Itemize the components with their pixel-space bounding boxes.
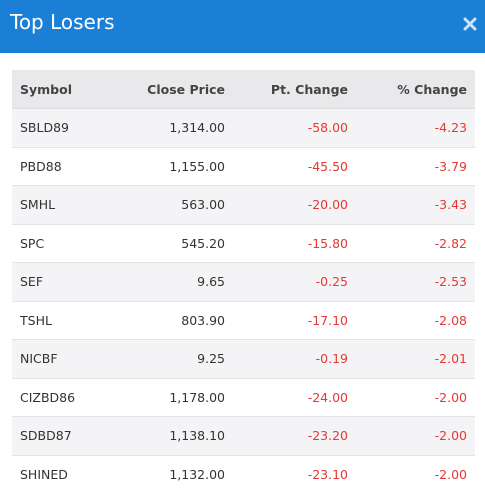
- column-header: Close Price: [112, 70, 233, 109]
- table-cell: -23.10: [233, 455, 356, 493]
- table-cell: SEF: [12, 262, 112, 302]
- table-cell: -58.00: [233, 108, 356, 148]
- table-cell: 1,132.00: [112, 455, 233, 493]
- table-row: SHINED 1,132.00 -23.10 -2.00: [12, 455, 475, 493]
- table-cell: SBLD89: [12, 108, 112, 148]
- table-cell: -2.00: [356, 455, 475, 493]
- table-cell: -3.43: [356, 185, 475, 225]
- table-row: CIZBD86 1,178.00 -24.00 -2.00: [12, 378, 475, 417]
- table-cell: 1,138.10: [112, 416, 233, 456]
- column-header: Pt. Change: [233, 70, 356, 109]
- table-cell: NICBF: [12, 339, 112, 379]
- table-cell: -2.01: [356, 339, 475, 379]
- table-cell: -2.53: [356, 262, 475, 302]
- column-header: Symbol: [12, 70, 112, 109]
- table-cell: SHINED: [12, 455, 112, 493]
- table-cell: -3.79: [356, 147, 475, 186]
- table-row: TSHL 803.90 -17.10 -2.08: [12, 301, 475, 340]
- table-row: PBD88 1,155.00 -45.50 -3.79: [12, 147, 475, 186]
- table-row: SPC 545.20 -15.80 -2.82: [12, 224, 475, 263]
- table-cell: 9.65: [112, 262, 233, 302]
- table-cell: -2.08: [356, 301, 475, 340]
- table-cell: -2.00: [356, 416, 475, 456]
- header: Top Losers: [0, 0, 485, 53]
- table-cell: -2.82: [356, 224, 475, 263]
- table-cell: -15.80: [233, 224, 356, 263]
- table-cell: 803.90: [112, 301, 233, 340]
- table-row: SDBD87 1,138.10 -23.20 -2.00: [12, 416, 475, 456]
- table-cell: -0.19: [233, 339, 356, 379]
- table-cell: -0.25: [233, 262, 356, 302]
- table-cell: SPC: [12, 224, 112, 263]
- table-row: NICBF 9.25 -0.19 -2.01: [12, 339, 475, 379]
- table-body: SBLD89 1,314.00 -58.00 -4.23 PBD88 1,155.00 -4…: [12, 108, 475, 493]
- table-row: SBLD89 1,314.00 -58.00 -4.23: [12, 108, 475, 148]
- table-cell: CIZBD86: [12, 378, 112, 417]
- table-row: SMHL 563.00 -20.00 -3.43: [12, 185, 475, 225]
- table-cell: 1,155.00: [112, 147, 233, 186]
- table-cell: -17.10: [233, 301, 356, 340]
- table-cell: -23.20: [233, 416, 356, 456]
- table-cell: -4.23: [356, 108, 475, 148]
- table-cell: 1,314.00: [112, 108, 233, 148]
- table-row: SEF 9.65 -0.25 -2.53: [12, 262, 475, 302]
- table-cell: -24.00: [233, 378, 356, 417]
- table-cell: SMHL: [12, 185, 112, 225]
- table-cell: 9.25: [112, 339, 233, 379]
- losers-table: Symbol Close Price Pt. Change% Change SBLD…: [12, 70, 475, 493]
- table-cell: 1,178.00: [112, 378, 233, 417]
- table-cell: -45.50: [233, 147, 356, 186]
- table-cell: -2.00: [356, 378, 475, 417]
- title: Top Losers: [10, 10, 115, 34]
- table-cell: PBD88: [12, 147, 112, 186]
- table-cell: SDBD87: [12, 416, 112, 456]
- table-cell: 545.20: [112, 224, 233, 263]
- table-cell: 563.00: [112, 185, 233, 225]
- column-header: % Change: [356, 70, 475, 109]
- table-cell: -20.00: [233, 185, 356, 225]
- header-row: Symbol Close Price Pt. Change% Change: [12, 70, 475, 109]
- table-cell: TSHL: [12, 301, 112, 340]
- close-button[interactable]: [463, 17, 477, 31]
